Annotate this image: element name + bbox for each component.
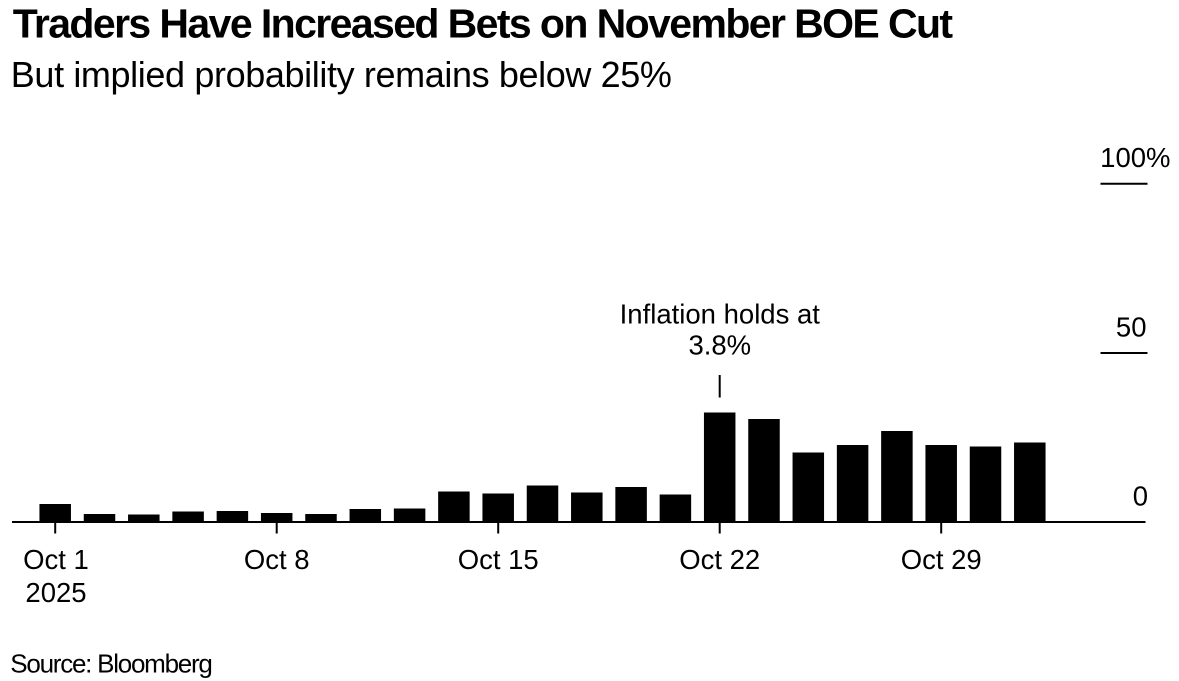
svg-text:Oct 1: Oct 1 [23,544,89,575]
svg-text:50: 50 [1116,312,1147,343]
svg-text:But implied probability remain: But implied probability remains below 25… [11,54,672,95]
svg-text:Oct 15: Oct 15 [458,544,539,575]
svg-text:0: 0 [1133,481,1148,512]
svg-text:Inflation holds at: Inflation holds at [620,298,821,329]
svg-text:Source: Bloomberg: Source: Bloomberg [10,649,211,679]
svg-text:3.8%: 3.8% [688,329,751,360]
svg-text:Oct 29: Oct 29 [901,544,982,575]
svg-text:Oct 8: Oct 8 [244,544,310,575]
svg-text:Traders Have Increased Bets on: Traders Have Increased Bets on November … [13,1,954,47]
svg-text:100%: 100% [1100,142,1170,173]
svg-text:Oct 22: Oct 22 [679,544,760,575]
svg-text:2025: 2025 [25,577,86,608]
